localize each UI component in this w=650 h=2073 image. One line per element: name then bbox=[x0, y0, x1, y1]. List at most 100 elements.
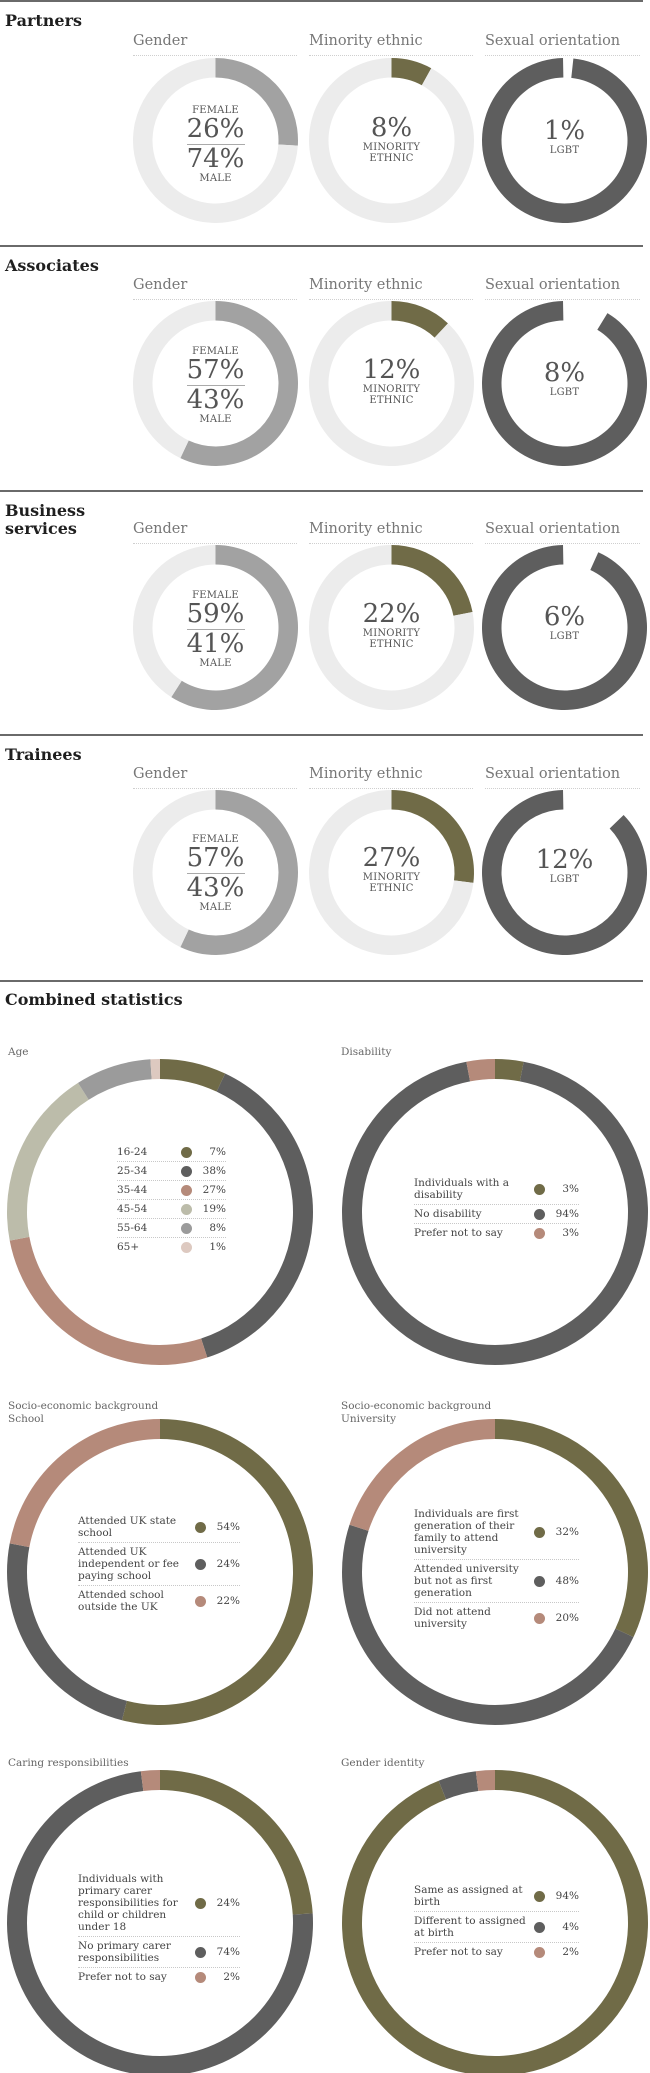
column-rule bbox=[309, 299, 473, 300]
donut-slice bbox=[6, 1082, 89, 1241]
section-divider bbox=[0, 734, 643, 736]
column-heading-gender: Gender bbox=[133, 766, 188, 782]
disability-donut bbox=[342, 1059, 648, 1365]
column-heading-gender: Gender bbox=[133, 521, 188, 537]
university-heading: Socio-economic background University bbox=[341, 1400, 491, 1426]
legend-swatch bbox=[534, 1890, 545, 1902]
donut-slice bbox=[9, 1419, 160, 1548]
minority-donut-business-services bbox=[309, 545, 474, 710]
gender-donut-partners bbox=[132, 58, 298, 224]
school-heading-line1: Socio-economic background bbox=[8, 1400, 159, 1412]
legend-swatch bbox=[181, 1222, 192, 1234]
legend-label: Attended UK independent or fee paying sc… bbox=[78, 1546, 180, 1582]
legend-value: 2% bbox=[223, 1971, 240, 1983]
legend-row: Attended school outside the UK 22% bbox=[78, 1586, 240, 1616]
legend-row: Individuals with a disability 3% bbox=[414, 1174, 579, 1205]
legend-label: Same as assigned at birth bbox=[414, 1884, 523, 1908]
section-title-trainees: Trainees bbox=[5, 745, 82, 764]
section-title-combined: Combined statistics bbox=[5, 990, 183, 1009]
legend-value: 38% bbox=[202, 1165, 226, 1177]
minority-percent: 8% bbox=[370, 113, 413, 143]
gender-identity-legend: Same as assigned at birth 94% Different to… bbox=[414, 1881, 579, 1961]
legend-value: 24% bbox=[216, 1897, 240, 1909]
female-percent: 26% bbox=[186, 114, 245, 144]
legend-row: 16-24 7% bbox=[117, 1143, 226, 1162]
legend-label: 35-44 bbox=[117, 1184, 148, 1196]
section-title-line2: services bbox=[5, 519, 77, 538]
legend-label: Prefer not to say bbox=[414, 1946, 503, 1958]
legend-label: Individuals with a disability bbox=[414, 1177, 510, 1201]
legend-swatch bbox=[195, 1971, 206, 1983]
legend-row: 45-54 19% bbox=[117, 1200, 226, 1219]
school-legend: Attended UK state school 54% Attended UK i… bbox=[78, 1512, 240, 1616]
legend-value: 3% bbox=[562, 1183, 579, 1195]
female-percent: 57% bbox=[186, 355, 245, 385]
legend-value: 94% bbox=[555, 1208, 579, 1220]
gender-donut-trainees bbox=[132, 790, 298, 955]
gender-center-label: FEMALE 26% 74% MALE bbox=[175, 105, 256, 184]
legend-swatch bbox=[534, 1208, 545, 1220]
legend-label: 25-34 bbox=[117, 1165, 148, 1177]
legend-swatch bbox=[534, 1612, 545, 1624]
legend-swatch bbox=[534, 1575, 545, 1587]
minority-label-line2: ETHNIC bbox=[369, 395, 414, 406]
donut-slice bbox=[132, 301, 216, 459]
orientation-label: LGBT bbox=[549, 387, 580, 398]
minority-label-line2: ETHNIC bbox=[369, 153, 414, 164]
legend-row: Individuals with primary carer responsib… bbox=[78, 1870, 240, 1937]
legend-label: 55-64 bbox=[117, 1222, 148, 1234]
caring-legend: Individuals with primary carer responsib… bbox=[78, 1870, 240, 1986]
legend-value: 32% bbox=[555, 1526, 579, 1538]
legend-row: Individuals are first generation of thei… bbox=[414, 1505, 579, 1560]
minority-center-label: 22% MINORITY ETHNIC bbox=[342, 599, 441, 651]
legend-row: No disability 94% bbox=[414, 1205, 579, 1224]
minority-percent: 22% bbox=[362, 599, 421, 629]
male-percent: 43% bbox=[186, 385, 245, 415]
donut-slice bbox=[160, 1770, 313, 1915]
female-label: FEMALE bbox=[192, 105, 239, 116]
donut-slice bbox=[6, 1543, 127, 1721]
legend-row: Prefer not to say 2% bbox=[414, 1943, 579, 1961]
age-legend: 16-24 7% 25-34 38% 35-44 27% 45-54 19% 55-64 8% 65… bbox=[117, 1143, 226, 1256]
column-rule bbox=[309, 543, 473, 544]
legend-value: 48% bbox=[555, 1575, 579, 1587]
donut-slice bbox=[78, 1059, 152, 1100]
legend-row: Attended university but not as first gen… bbox=[414, 1560, 579, 1603]
column-heading-orientation: Sexual orientation bbox=[485, 766, 621, 782]
legend-swatch bbox=[181, 1241, 192, 1253]
legend-value: 94% bbox=[555, 1890, 579, 1902]
legend-row: 25-34 38% bbox=[117, 1162, 226, 1181]
minority-donut-associates bbox=[309, 301, 474, 466]
school-heading: Socio-economic background School bbox=[8, 1400, 158, 1426]
male-percent: 74% bbox=[186, 144, 245, 174]
legend-label: Attended school outside the UK bbox=[78, 1589, 164, 1613]
donut-slice bbox=[495, 1059, 524, 1082]
section-divider bbox=[0, 0, 643, 2]
legend-value: 20% bbox=[555, 1612, 579, 1624]
column-heading-orientation: Sexual orientation bbox=[485, 521, 621, 537]
female-percent: 57% bbox=[186, 843, 245, 873]
legend-row: 35-44 27% bbox=[117, 1181, 226, 1200]
male-label: MALE bbox=[199, 902, 232, 913]
section-title-line1: Business bbox=[5, 501, 86, 520]
orientation-center-label: 6% LGBT bbox=[515, 604, 614, 643]
legend-label: Attended UK state school bbox=[78, 1515, 177, 1539]
legend-swatch bbox=[534, 1183, 545, 1195]
donut-slice bbox=[171, 545, 298, 710]
legend-row: 65+ 1% bbox=[117, 1238, 226, 1256]
university-heading-line2: University bbox=[341, 1413, 397, 1425]
legend-row: No primary carer responsibilities 74% bbox=[78, 1937, 240, 1968]
legend-row: Same as assigned at birth 94% bbox=[414, 1881, 579, 1912]
female-label: FEMALE bbox=[192, 590, 239, 601]
section-divider bbox=[0, 490, 643, 492]
female-label: FEMALE bbox=[192, 346, 239, 357]
university-donut bbox=[341, 1419, 648, 1725]
donut-slice bbox=[201, 1073, 314, 1358]
column-rule bbox=[309, 55, 473, 56]
legend-value: 22% bbox=[216, 1595, 240, 1607]
column-heading-minority: Minority ethnic bbox=[309, 33, 423, 49]
donut-slice bbox=[391, 301, 448, 338]
column-rule bbox=[133, 55, 297, 56]
minority-center-label: 27% MINORITY ETHNIC bbox=[342, 845, 441, 895]
legend-value: 27% bbox=[202, 1184, 226, 1196]
